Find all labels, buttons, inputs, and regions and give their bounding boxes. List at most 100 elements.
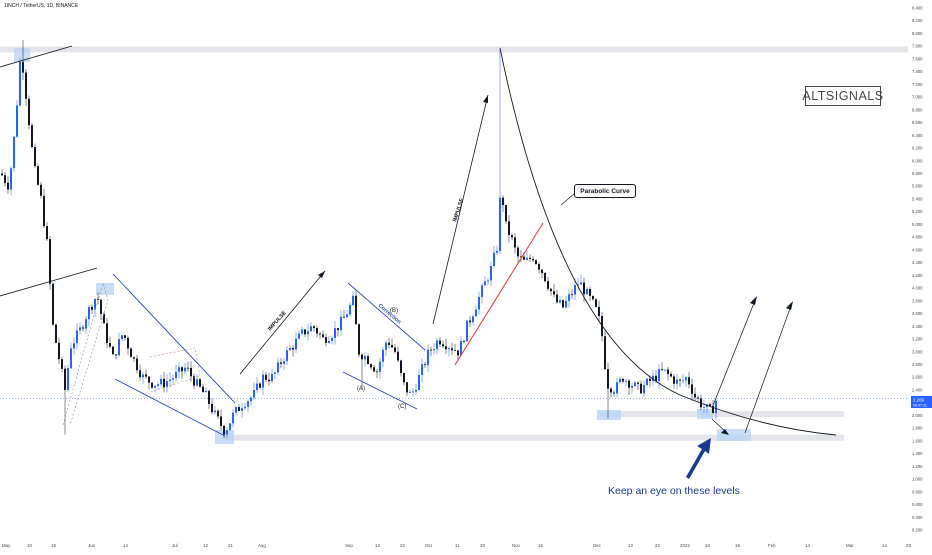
- candle-body: [466, 320, 468, 342]
- candle-body: [187, 367, 189, 369]
- x-tick-label: Feb: [768, 543, 776, 548]
- candle-body: [61, 359, 63, 369]
- candle-body: [166, 381, 168, 388]
- candle-body: [388, 342, 390, 346]
- trendline-top-left: [0, 45, 73, 68]
- candle-body: [361, 354, 363, 360]
- time-axis[interactable]: May 10 19 Jun 14 Jul 12 21 Aug Sep 13 22 Oct 11 20 Nov 1…: [2, 543, 911, 548]
- candle-body: [709, 404, 711, 406]
- price-axis[interactable]: 8.400 8.200 8.000 7.800 7.600 7.400 7.200 7.000…: [912, 6, 923, 533]
- x-tick-label: 12: [203, 543, 208, 548]
- candle-body: [313, 326, 315, 328]
- candle-body: [349, 305, 351, 315]
- trendline-mid-left: [0, 267, 98, 297]
- x-tick-label: 22: [655, 543, 660, 548]
- trendline-red: [454, 222, 544, 366]
- candle-body: [484, 281, 486, 286]
- candle-body: [211, 403, 213, 413]
- candle-body: [37, 166, 39, 185]
- candle-body: [691, 384, 693, 394]
- candle-body: [544, 272, 546, 282]
- dotted-flag: [149, 347, 201, 393]
- dotted-pennant: [62, 281, 109, 426]
- candle-body: [619, 378, 621, 383]
- candle-body: [172, 378, 174, 380]
- y-tick-label: 7.000: [912, 95, 923, 100]
- brand-logo: ALTSIGNALS: [802, 86, 883, 106]
- candle-body: [196, 379, 198, 386]
- candle-body: [181, 367, 183, 372]
- candle-body: [526, 257, 528, 260]
- candle-body: [538, 263, 540, 270]
- x-tick-label: Sep: [345, 543, 353, 548]
- y-tick-label: 4.200: [912, 273, 923, 278]
- candle-body: [325, 337, 327, 343]
- candle-body: [43, 195, 45, 227]
- candle-body: [412, 391, 414, 393]
- candle-body: [40, 184, 42, 196]
- candle-body: [622, 378, 624, 382]
- y-tick-label: 8.200: [912, 18, 923, 23]
- y-tick-label: 6.600: [912, 120, 923, 125]
- last-price-sub: 00:47:31: [913, 404, 927, 408]
- candle-body: [133, 357, 135, 359]
- highlight-box-4: [597, 410, 621, 420]
- candle-body: [424, 364, 426, 366]
- x-tick-label: 19: [51, 543, 56, 548]
- y-tick-label: 4.600: [912, 247, 923, 252]
- candle-body: [163, 378, 165, 388]
- candle-body: [286, 350, 288, 362]
- candle-body: [370, 364, 372, 368]
- y-tick-label: 5.800: [912, 171, 923, 176]
- candle-body: [583, 282, 585, 295]
- support-band-2: [600, 411, 844, 418]
- candle-body: [4, 175, 6, 183]
- x-tick-label: Mar: [846, 543, 854, 548]
- candle-body: [226, 430, 228, 435]
- candle-body: [490, 266, 492, 281]
- candle-body: [76, 330, 78, 344]
- candle-body: [472, 316, 474, 323]
- candle-body: [142, 374, 144, 378]
- candle-body: [400, 360, 402, 374]
- candle-body: [580, 282, 582, 285]
- candle-body: [469, 320, 471, 323]
- candle-body: [292, 347, 294, 350]
- candle-body: [418, 374, 420, 390]
- candle-body: [595, 299, 597, 307]
- candle-body: [160, 378, 162, 385]
- candle-body: [685, 377, 687, 381]
- y-tick-label: 5.400: [912, 196, 923, 201]
- candle-body: [175, 371, 177, 379]
- candle-body: [244, 406, 246, 409]
- candle-body: [268, 379, 270, 382]
- candle-body: [25, 72, 27, 99]
- projection-arrow-2: [744, 302, 793, 434]
- candle-body: [475, 309, 477, 317]
- impulse-arrow-2: [432, 94, 489, 325]
- candle-body: [574, 285, 576, 295]
- highlight-box-5: [697, 409, 713, 419]
- x-tick-label: 11: [455, 543, 460, 548]
- candle-body: [79, 327, 81, 331]
- candle-body: [208, 391, 210, 404]
- y-tick-label: 5.600: [912, 184, 923, 189]
- parabolic-curve: [499, 47, 837, 436]
- y-tick-label: 1.200: [912, 464, 923, 469]
- candle-body: [649, 378, 651, 382]
- candle-body: [115, 354, 117, 356]
- candle-body: [346, 314, 348, 318]
- wave-c-label: (C): [398, 404, 406, 410]
- candle-body: [679, 379, 681, 381]
- y-tick-label: 6.800: [912, 107, 923, 112]
- candle-body: [337, 328, 339, 331]
- candle-body: [556, 294, 558, 303]
- support-band-1: [0, 46, 908, 53]
- x-tick-label: 10: [705, 543, 710, 548]
- candle-body: [322, 334, 324, 338]
- y-tick-label: 1.400: [912, 451, 923, 456]
- candle-body: [523, 256, 525, 260]
- candle-body: [202, 386, 204, 393]
- candle-body: [565, 300, 567, 308]
- y-tick-label: 4.400: [912, 260, 923, 265]
